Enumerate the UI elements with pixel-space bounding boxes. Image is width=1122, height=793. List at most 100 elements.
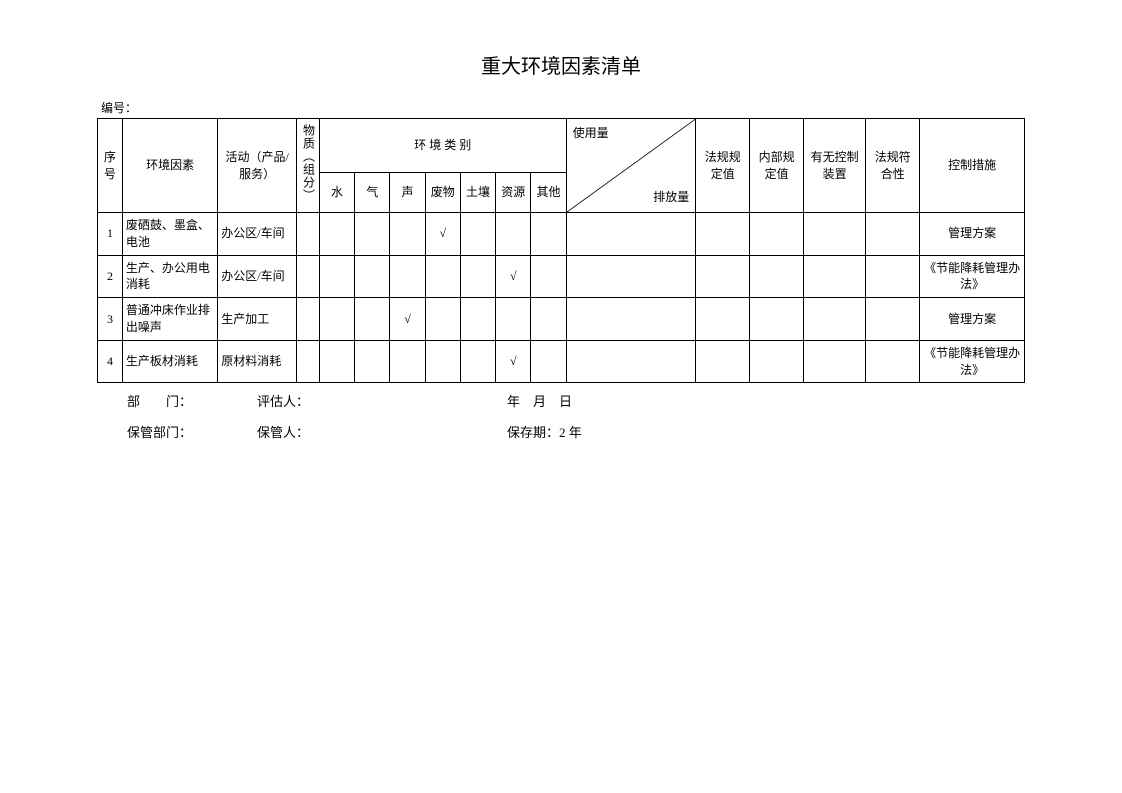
cell-diag [566,340,696,383]
cell-seq: 2 [98,255,123,298]
cell-waste: √ [425,213,460,256]
cell-water [319,213,354,256]
th-factor: 环境因素 [122,119,217,213]
cell-dev [804,213,866,256]
cell-diag [566,255,696,298]
cell-resource [496,213,531,256]
cell-measure: 管理方案 [920,298,1025,341]
th-other: 其他 [531,173,566,213]
cell-dev [804,298,866,341]
cell-dev [804,340,866,383]
cell-activity: 办公区/车间 [218,213,297,256]
cell-soil [460,213,495,256]
cell-soil [460,340,495,383]
cell-waste [425,340,460,383]
table-row: 1 废硒鼓、墨盒、电池 办公区/车间 √ 管理方案 [98,213,1025,256]
cell-measure: 《节能降耗管理办法》 [920,255,1025,298]
cell-activity: 办公区/车间 [218,255,297,298]
cell-water [319,255,354,298]
header-row-1: 序号 环境因素 活动（产品/服务） 物质（组分） 环 境 类 别 使用量 排放量… [98,119,1025,173]
cell-diag [566,298,696,341]
cell-dev [804,255,866,298]
footer-retention-label: 保存期：2 年 [507,422,582,441]
footer-row-1: 部 门： 评估人： 年 月 日 [97,391,1025,410]
cell-material [297,255,320,298]
cell-other [531,213,566,256]
doc-number-label: 编号： [97,99,1025,116]
th-env-group: 环 境 类 别 [319,119,566,173]
cell-resource: √ [496,340,531,383]
footer-storage-dept-label: 保管部门： [127,422,257,441]
cell-material [297,298,320,341]
cell-comp [866,340,920,383]
cell-material [297,340,320,383]
cell-comp [866,255,920,298]
footer-storage-person-label: 保管人： [257,422,507,441]
footer-dept-label: 部 门： [127,391,257,410]
footer: 部 门： 评估人： 年 月 日 保管部门： 保管人： 保存期：2 年 [97,391,1025,441]
cell-reg [696,213,750,256]
cell-water [319,298,354,341]
cell-noise [390,213,425,256]
cell-waste [425,298,460,341]
cell-diag [566,213,696,256]
footer-assessor-label: 评估人： [257,391,507,410]
content-wrap: 编号： 序号 环境因素 活动（产品/服务） 物质（组分） 环 境 类 别 [97,99,1025,441]
cell-int [750,213,804,256]
env-factors-table: 序号 环境因素 活动（产品/服务） 物质（组分） 环 境 类 别 使用量 排放量… [97,118,1025,383]
cell-noise: √ [390,298,425,341]
th-noise: 声 [390,173,425,213]
cell-factor: 废硒鼓、墨盒、电池 [122,213,217,256]
cell-reg [696,255,750,298]
cell-soil [460,255,495,298]
th-ctrl-device: 有无控制装置 [804,119,866,213]
cell-waste [425,255,460,298]
th-resource: 资源 [496,173,531,213]
th-usage-emission: 使用量 排放量 [566,119,696,213]
cell-activity: 生产加工 [218,298,297,341]
cell-other [531,340,566,383]
page-title: 重大环境因素清单 [0,50,1122,79]
th-activity: 活动（产品/服务） [218,119,297,213]
cell-material [297,213,320,256]
cell-soil [460,298,495,341]
cell-int [750,298,804,341]
cell-noise [390,255,425,298]
th-reg-value: 法规规定值 [696,119,750,213]
cell-measure: 管理方案 [920,213,1025,256]
cell-air [355,340,390,383]
cell-resource: √ [496,255,531,298]
th-usage-label: 使用量 [573,125,609,142]
table-row: 3 普通冲床作业排出噪声 生产加工 √ 管理方案 [98,298,1025,341]
cell-noise [390,340,425,383]
cell-measure: 《节能降耗管理办法》 [920,340,1025,383]
cell-reg [696,298,750,341]
cell-factor: 普通冲床作业排出噪声 [122,298,217,341]
cell-other [531,255,566,298]
th-int-value: 内部规定值 [750,119,804,213]
cell-air [355,255,390,298]
table-row: 2 生产、办公用电消耗 办公区/车间 √ 《节能降耗管理办法》 [98,255,1025,298]
cell-reg [696,340,750,383]
cell-factor: 生产板材消耗 [122,340,217,383]
cell-seq: 3 [98,298,123,341]
footer-date-label: 年 月 日 [507,391,572,410]
th-waste: 废物 [425,173,460,213]
footer-row-2: 保管部门： 保管人： 保存期：2 年 [97,422,1025,441]
cell-resource [496,298,531,341]
th-air: 气 [355,173,390,213]
cell-factor: 生产、办公用电消耗 [122,255,217,298]
cell-comp [866,213,920,256]
cell-seq: 4 [98,340,123,383]
table-row: 4 生产板材消耗 原材料消耗 √ 《节能降耗管理办法》 [98,340,1025,383]
cell-other [531,298,566,341]
cell-activity: 原材料消耗 [218,340,297,383]
cell-comp [866,298,920,341]
table-body: 1 废硒鼓、墨盒、电池 办公区/车间 √ 管理方案 2 生产 [98,213,1025,383]
th-emission-label: 排放量 [653,189,689,206]
th-water: 水 [319,173,354,213]
th-seq: 序号 [98,119,123,213]
th-material: 物质（组分） [297,119,320,213]
cell-int [750,255,804,298]
cell-int [750,340,804,383]
